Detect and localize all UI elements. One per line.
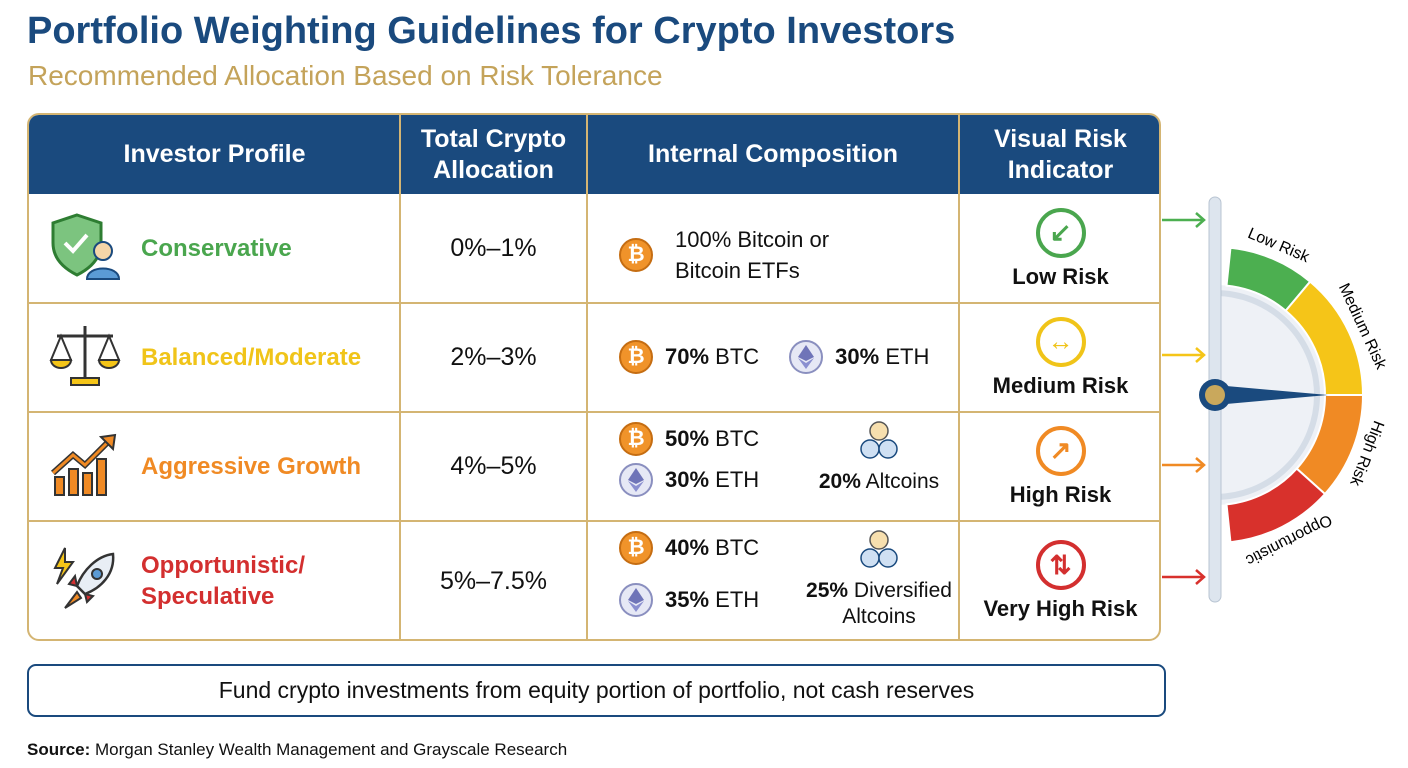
profile-name: Aggressive Growth (141, 453, 362, 480)
rocket-icon (47, 544, 123, 619)
page-title: Portfolio Weighting Guidelines for Crypt… (27, 10, 956, 52)
pointer-arrow-icon (1162, 569, 1206, 585)
source-label: Source: (27, 740, 91, 759)
header-internal-composition: Internal Composition (648, 140, 898, 168)
profile-name: Conservative (141, 235, 292, 262)
pointer-arrow-icon (1162, 347, 1206, 363)
risk-label: Low Risk (1012, 263, 1109, 289)
bitcoin-icon: ₿ (619, 422, 653, 456)
eth-share: 30% ETH (665, 467, 760, 492)
allocation-table: Investor Profile Total Crypto Allocation… (27, 113, 1161, 641)
btc-share: 50% BTC (665, 426, 760, 451)
allocation-value: 0%–1% (450, 234, 537, 262)
eth-share: 30% ETH (835, 344, 930, 369)
gauge-needle (1215, 385, 1328, 405)
footer-note: Fund crypto investments from equity port… (27, 664, 1166, 717)
risk-indicator: ↔ Medium Risk (959, 303, 1159, 412)
altcoins-icon (859, 421, 899, 467)
growth-chart-icon (47, 429, 123, 504)
arrow-left-right-icon: ↔ (1035, 316, 1086, 367)
pointer-arrow-icon (1162, 457, 1206, 473)
risk-indicator: ⇅ Very High Risk (959, 521, 1159, 639)
allocation-value: 5%–7.5% (439, 566, 548, 595)
profile-name: Balanced/Moderate (141, 344, 362, 371)
header-investor-profile: Investor Profile (123, 140, 306, 168)
source-line: Source: Morgan Stanley Wealth Management… (27, 740, 567, 760)
investor-profile-cell: Conservative (47, 194, 292, 303)
gauge-segment (1225, 467, 1327, 544)
table-header: Investor Profile Total Crypto Allocation… (29, 115, 1159, 194)
page-subtitle: Recommended Allocation Based on Risk Tol… (28, 60, 663, 91)
altcoin-share: 25% Diversified Altcoins (794, 529, 964, 630)
ethereum-icon (789, 340, 824, 374)
composition-text: 100% Bitcoin or Bitcoin ETFs (675, 227, 830, 283)
risk-indicator: ↙ Low Risk (959, 194, 1159, 303)
btc-share: 70% BTC (665, 344, 760, 369)
header-risk-indicator: Visual Risk Indicator (994, 124, 1127, 184)
risk-label: Very High Risk (983, 596, 1138, 621)
investor-profile-cell: Balanced/Moderate (47, 303, 361, 412)
risk-indicator: ↗ High Risk (959, 412, 1159, 521)
bitcoin-icon: ₿ (619, 531, 653, 565)
arrow-down-left-icon: ↙ (1035, 207, 1086, 258)
altcoin-share: 20% Altcoins (794, 420, 964, 495)
btc-share: 40% BTC (665, 535, 760, 560)
arrows-up-down-icon: ⇅ (1035, 540, 1086, 590)
arrow-up-right-icon: ↗ (1035, 425, 1086, 476)
pointer-arrow-icon (1162, 212, 1206, 228)
altcoins-icon (859, 530, 899, 576)
risk-label: Medium Risk (992, 372, 1129, 398)
header-total-allocation: Total Crypto Allocation (420, 124, 567, 184)
profile-name: Opportunistic/ Speculative (141, 552, 305, 610)
allocation-value: 2%–3% (450, 343, 537, 371)
investor-profile-cell: Opportunistic/ Speculative (47, 521, 305, 639)
eth-share: 35% ETH (665, 587, 760, 612)
ethereum-icon (619, 463, 653, 497)
bitcoin-icon: ₿ (619, 238, 653, 272)
bitcoin-icon: ₿ (619, 340, 653, 374)
shield-user-icon (47, 211, 123, 286)
ethereum-icon (619, 583, 653, 617)
allocation-value: 4%–5% (450, 452, 537, 480)
investor-profile-cell: Aggressive Growth (47, 412, 361, 521)
scales-icon (47, 320, 123, 395)
risk-label: High Risk (1009, 481, 1112, 507)
source-text: Morgan Stanley Wealth Management and Gra… (90, 740, 568, 759)
